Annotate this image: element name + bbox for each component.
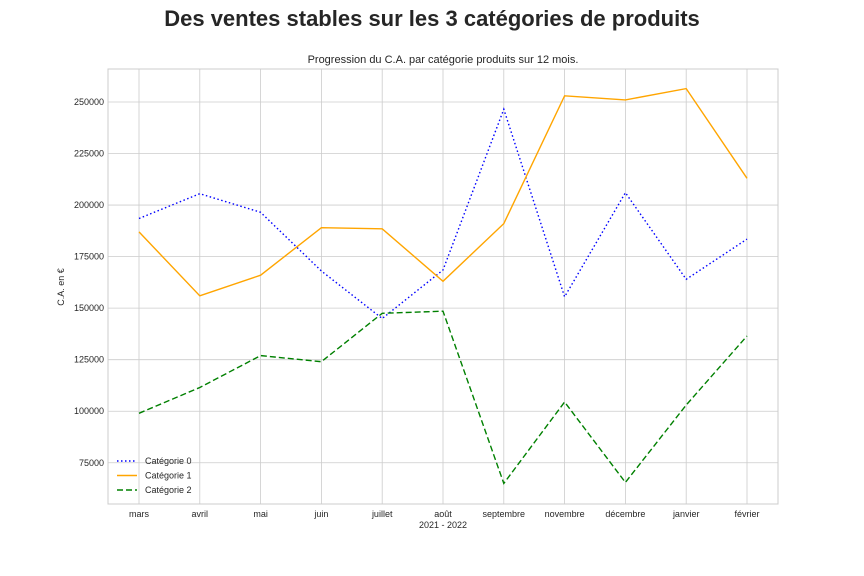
x-tick-label: mars [129,509,149,519]
x-tick-label: septembre [483,509,526,519]
legend-label: Catégorie 0 [145,456,192,466]
y-tick-label: 150000 [74,303,104,313]
series-line-2 [138,310,748,485]
y-tick-label: 175000 [74,252,104,262]
x-tick-label: juin [313,509,328,519]
x-tick-label: novembre [545,509,585,519]
x-tick-labels: mars avril mai juin juillet août septembre nove… [129,509,760,519]
x-axis-label: 2021 - 2022 [419,520,467,530]
y-axis-label: C.A. en € [56,268,66,306]
series-line-1 [138,87,748,297]
y-tick-label: 125000 [74,355,104,365]
series-lines [138,87,748,485]
chart-title: Progression du C.A. par catégorie produi… [308,54,579,66]
y-tick-label: 225000 [74,149,104,159]
y-tick-label: 75000 [79,458,104,468]
y-tick-label: 250000 [74,97,104,107]
x-tick-label: février [734,509,759,519]
series-line-0 [138,107,748,320]
legend: Catégorie 0 Catégorie 1 Catégorie 2 [117,456,192,495]
grid-lines [108,69,778,504]
figure-title: Des ventes stables sur les 3 catégories … [164,6,700,31]
x-tick-label: août [434,509,452,519]
x-tick-label: juillet [371,509,393,519]
x-tick-label: mai [253,509,268,519]
legend-label: Catégorie 1 [145,471,192,481]
legend-label: Catégorie 2 [145,485,192,495]
y-tick-labels: 75000 100000 125000 150000 175000 200000 22500… [74,97,104,468]
x-tick-label: janvier [672,509,700,519]
x-tick-label: décembre [605,509,645,519]
y-tick-label: 200000 [74,200,104,210]
y-tick-label: 100000 [74,406,104,416]
x-tick-label: avril [192,509,209,519]
